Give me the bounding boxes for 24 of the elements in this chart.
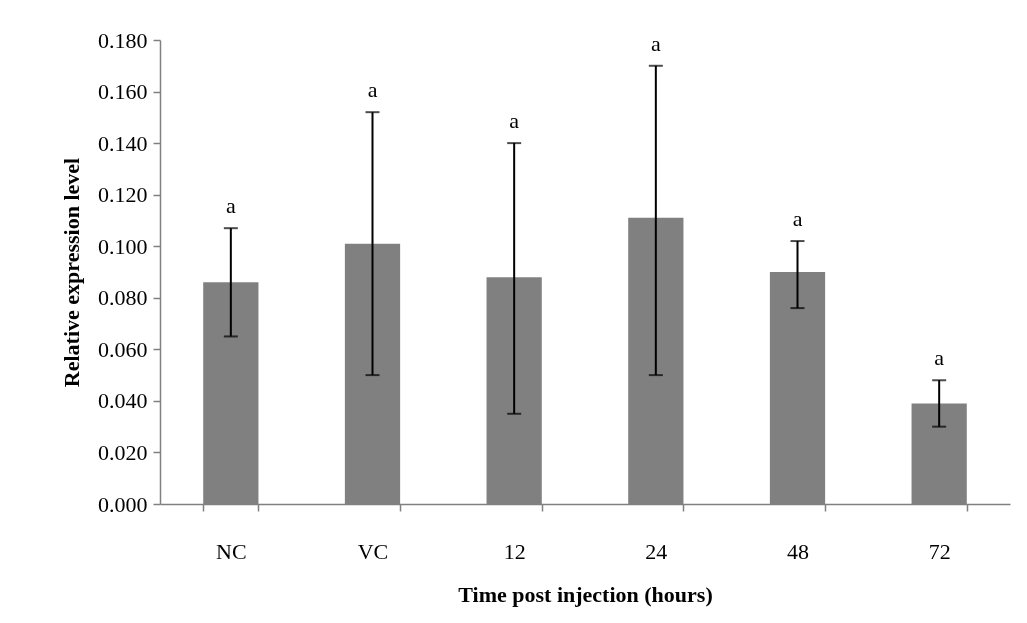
y-tick-label: 0.020: [98, 439, 148, 465]
annotation: a: [509, 108, 520, 134]
y-tick-label: 0.060: [98, 336, 148, 362]
x-tick-label: 24: [645, 538, 668, 564]
annotation: a: [650, 30, 661, 56]
y-tick-label: 0.180: [98, 27, 148, 53]
x-tick-label: VC: [357, 538, 389, 564]
annotation: a: [367, 77, 378, 103]
x-axis-title: Time post injection (hours): [458, 581, 713, 607]
annotation: a: [792, 206, 803, 232]
annotation: a: [225, 193, 236, 219]
x-tick-label: 12: [503, 538, 526, 564]
y-tick-label: 0.040: [98, 388, 148, 414]
y-tick-label: 0.120: [98, 182, 148, 208]
y-tick-label: 0.100: [98, 233, 148, 259]
x-tick-label: 72: [928, 538, 951, 564]
y-tick-label: 0.140: [98, 130, 148, 156]
annotation: a: [934, 345, 945, 371]
x-tick-label: NC: [216, 538, 247, 564]
y-tick-label: 0.080: [98, 285, 148, 311]
y-tick-label: 0.160: [98, 79, 148, 105]
x-tick-label: 48: [787, 538, 809, 564]
y-axis-title: Relative expression level: [59, 157, 84, 388]
y-tick-label: 0.000: [98, 491, 148, 517]
